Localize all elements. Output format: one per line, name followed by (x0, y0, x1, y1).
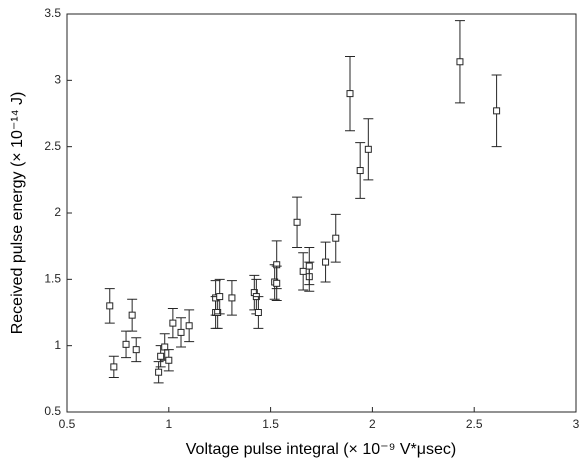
x-tick-label: 1.5 (262, 417, 279, 431)
x-axis-label: Voltage pulse integral (× 10⁻⁹ V*μsec) (186, 441, 456, 458)
marker (332, 234, 340, 242)
y-tick-label: 0.5 (44, 404, 61, 418)
y-tick-label: 1.5 (44, 272, 61, 286)
y-tick-label: 3.5 (44, 6, 61, 20)
marker (322, 258, 330, 266)
marker (161, 343, 169, 351)
marker (169, 319, 177, 327)
marker (346, 90, 354, 98)
x-tick-label: 0.5 (59, 417, 76, 431)
marker (110, 363, 118, 371)
y-tick-label: 1 (54, 338, 61, 352)
marker (493, 107, 501, 115)
marker (106, 302, 114, 310)
marker (185, 322, 193, 330)
y-tick-label: 2 (54, 205, 61, 219)
marker (157, 352, 165, 360)
y-tick-label: 2.5 (44, 139, 61, 153)
y-axis-label: Received pulse energy (× 10⁻¹⁴ J) (9, 92, 26, 335)
x-tick-label: 2 (369, 417, 376, 431)
plot-frame (66, 13, 577, 413)
marker (177, 328, 185, 336)
marker (299, 267, 307, 275)
x-tick-label: 2.5 (466, 417, 483, 431)
marker (132, 346, 140, 354)
marker (216, 293, 224, 301)
marker (122, 340, 130, 348)
y-tick-label: 3 (54, 73, 61, 87)
marker (165, 356, 173, 364)
marker (128, 311, 136, 319)
marker (155, 368, 163, 376)
marker (364, 145, 372, 153)
x-tick-label: 1 (165, 417, 172, 431)
marker (228, 294, 236, 302)
marker (293, 218, 301, 226)
marker (254, 309, 262, 316)
marker (214, 309, 222, 316)
marker (305, 262, 313, 270)
marker (273, 279, 281, 287)
x-tick-label: 3 (573, 417, 580, 431)
marker (456, 58, 464, 66)
marker (356, 167, 364, 175)
